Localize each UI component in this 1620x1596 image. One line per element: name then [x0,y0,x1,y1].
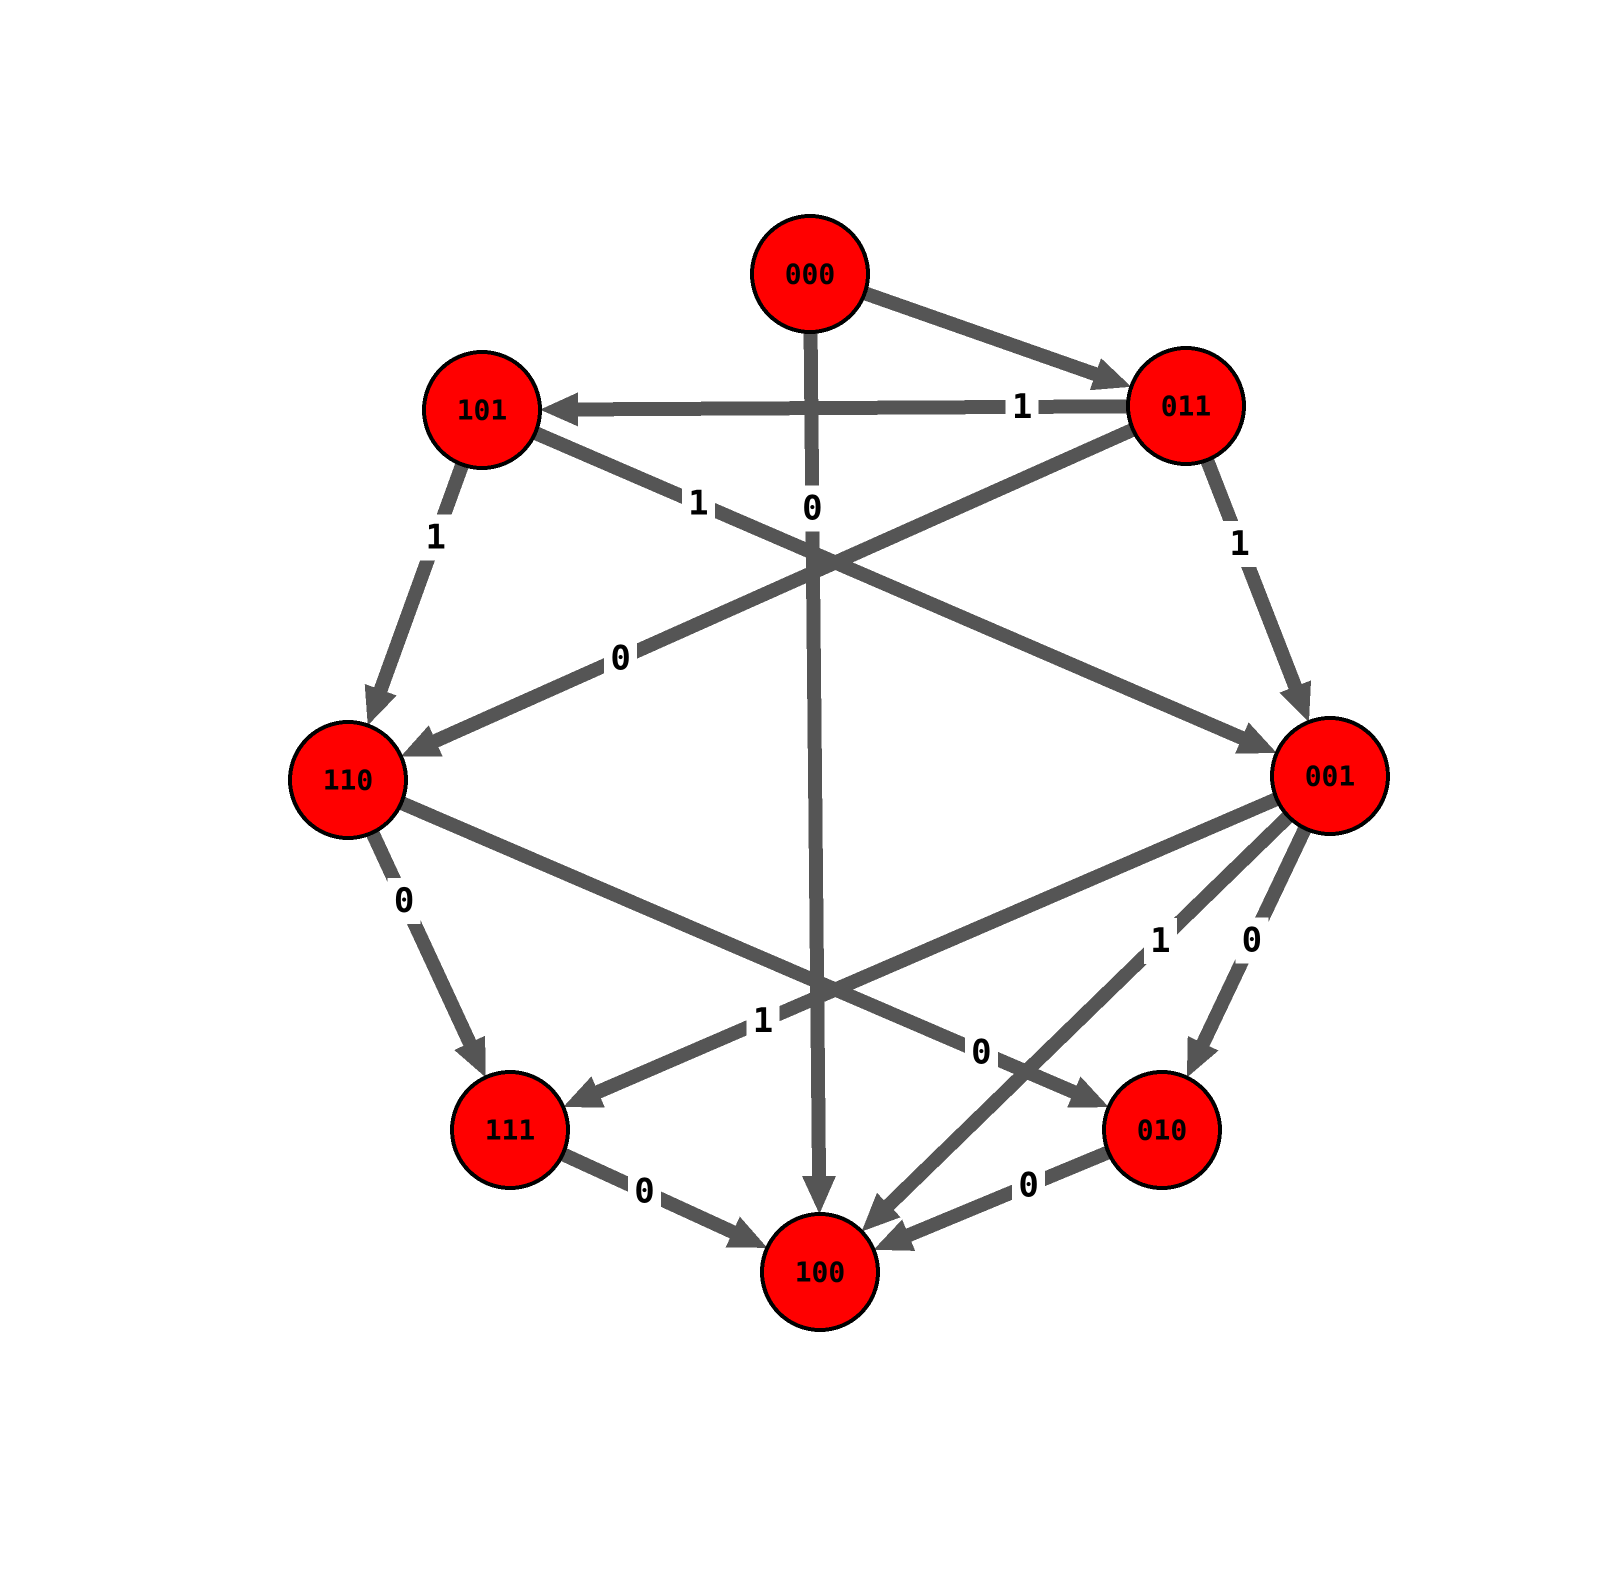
node-label-010: 010 [1137,1114,1188,1147]
edge-label-011-110: 0 [610,638,630,678]
node-001: 001 [1272,718,1388,834]
node-label-000: 000 [785,258,836,291]
node-110: 110 [290,722,406,838]
edge-101-001 [535,433,1276,754]
graph-container: 0110110110000000011101001110010111100 [0,0,1620,1596]
edge-label-001-100: 1 [1150,921,1170,961]
edge-011-001 [1207,460,1311,722]
node-011: 011 [1128,348,1244,464]
edge-label-011-101: 1 [1012,387,1032,427]
edge-000-100 [802,332,836,1214]
edge-label-111-100: 0 [634,1172,654,1212]
edge-101-110 [365,465,463,726]
node-100: 100 [762,1214,878,1330]
node-label-110: 110 [323,764,374,797]
edge-label-011-001: 1 [1229,524,1249,564]
node-label-001: 001 [1305,760,1356,793]
edge-110-010 [401,803,1108,1108]
edge-label-101-110: 1 [426,518,446,558]
edge-000-011 [865,293,1132,390]
nodes-layer: 000011101001110010111100 [290,216,1388,1330]
node-101: 101 [424,352,540,468]
node-label-100: 100 [795,1256,846,1289]
node-label-101: 101 [457,394,508,427]
edge-label-000-100: 0 [802,488,822,528]
node-111: 111 [452,1072,568,1188]
edge-label-110-111: 0 [394,881,414,921]
edge-011-101 [540,392,1128,426]
edge-011-110 [401,430,1133,757]
node-label-111: 111 [485,1114,536,1147]
node-label-011: 011 [1161,390,1212,423]
network-graph: 0110110110000000011101001110010111100 [0,0,1620,1596]
node-010: 010 [1104,1072,1220,1188]
edge-111-100 [563,1154,768,1248]
edge-label-101-001: 1 [688,483,708,523]
edge-label-001-111: 1 [753,1001,773,1041]
edge-010-100 [874,1152,1109,1251]
edge-label-001-010: 0 [1242,921,1262,961]
node-000: 000 [752,216,868,332]
edge-label-110-010: 0 [971,1032,991,1072]
edge-label-010-100: 0 [1018,1165,1038,1205]
edge-110-111 [372,833,485,1078]
